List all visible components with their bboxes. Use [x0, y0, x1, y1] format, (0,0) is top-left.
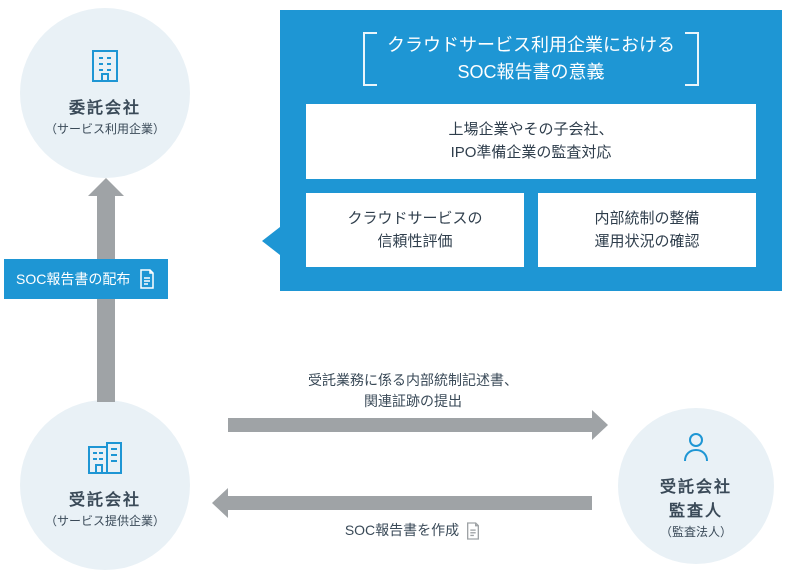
node-provider: 受託会社 （サービス提供企業） [20, 400, 190, 570]
node-auditor-title2: 監査人 [669, 497, 723, 521]
panel-title-line2: SOC報告書の意義 [457, 62, 604, 82]
node-auditor-title1: 受託会社 [660, 473, 732, 497]
edge-label-creation: SOC報告書を作成 [228, 520, 598, 541]
arrow-provider-to-auditor [228, 418, 592, 432]
node-auditor-subtitle: （監査法人） [660, 523, 732, 540]
edge-label-submission: 受託業務に係る内部統制記述書、 関連証跡の提出 [228, 370, 598, 412]
diagram-canvas: { "colors": { "blue": "#1e96d4", "circle… [0, 0, 800, 576]
panel-box-1: 上場企業やその子会社、 IPO準備企業の監査対応 [306, 104, 756, 179]
node-auditor: 受託会社 監査人 （監査法人） [618, 408, 774, 564]
person-icon [682, 432, 710, 467]
bracket-left-icon [363, 32, 377, 86]
node-client-subtitle: （サービス利用企業） [45, 120, 165, 137]
edge-label-creation-text: SOC報告書を作成 [345, 520, 459, 541]
significance-panel: クラウドサービス利用企業における SOC報告書の意義 上場企業やその子会社、 I… [280, 10, 782, 291]
node-client-title: 委託会社 [69, 94, 141, 118]
arrow-provider-to-client [97, 196, 115, 402]
document-icon [465, 522, 481, 540]
panel-box-3: 内部統制の整備 運用状況の確認 [538, 193, 756, 268]
panel-box-2: クラウドサービスの 信頼性評価 [306, 193, 524, 268]
bracket-right-icon [685, 32, 699, 86]
distribution-label: SOC報告書の配布 [4, 259, 168, 299]
node-provider-title: 受託会社 [69, 486, 141, 510]
arrow-auditor-to-provider [228, 496, 592, 510]
panel-title-line1: クラウドサービス利用企業における [387, 35, 675, 55]
buildings-icon [86, 441, 124, 480]
panel-title: クラウドサービス利用企業における SOC報告書の意義 [387, 32, 675, 86]
node-provider-subtitle: （サービス提供企業） [45, 512, 165, 529]
node-client: 委託会社 （サービス利用企業） [20, 8, 190, 178]
distribution-label-text: SOC報告書の配布 [16, 269, 130, 289]
building-icon [89, 49, 121, 88]
document-icon [138, 269, 156, 289]
panel-title-bracket: クラウドサービス利用企業における SOC報告書の意義 [306, 32, 756, 86]
